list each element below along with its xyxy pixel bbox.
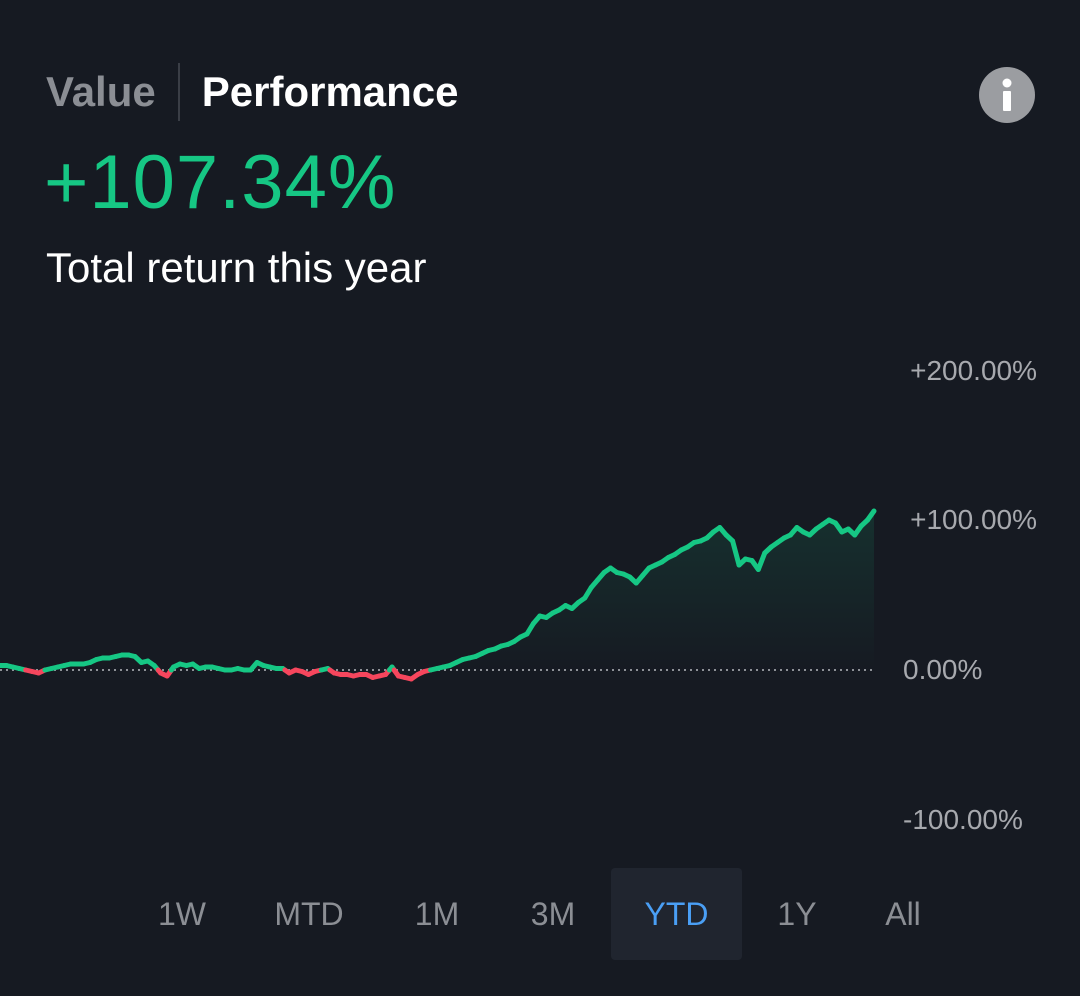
area-fill bbox=[0, 511, 874, 670]
tab-performance[interactable]: Performance bbox=[201, 68, 459, 115]
area-layer bbox=[0, 511, 874, 670]
y-tick-label: +200.00% bbox=[910, 355, 1037, 386]
y-tick-label: 0.00% bbox=[903, 654, 982, 685]
range-all[interactable]: All bbox=[885, 896, 921, 932]
y-tick-label: -100.00% bbox=[903, 804, 1023, 835]
range-mtd[interactable]: MTD bbox=[274, 896, 344, 932]
time-range-selector: 1W MTD 1M 3M YTD 1Y All bbox=[0, 868, 1080, 960]
performance-chart: +200.00% +100.00% 0.00% -100.00% bbox=[0, 355, 1037, 835]
line-layer bbox=[0, 508, 877, 682]
series-line-segment bbox=[865, 508, 877, 523]
view-tabs: Value Performance bbox=[46, 62, 459, 122]
tab-divider bbox=[177, 63, 180, 121]
range-1w[interactable]: 1W bbox=[158, 896, 206, 932]
total-return-value: +107.34% bbox=[44, 140, 397, 225]
range-3m[interactable]: 3M bbox=[530, 896, 576, 932]
tab-value[interactable]: Value bbox=[46, 68, 156, 115]
series-line-segment bbox=[755, 550, 768, 572]
info-icon bbox=[1002, 78, 1012, 111]
info-button[interactable] bbox=[979, 67, 1035, 123]
range-1m[interactable]: 1M bbox=[414, 896, 460, 932]
y-tick-label: +100.00% bbox=[910, 504, 1037, 535]
range-1y[interactable]: 1Y bbox=[777, 896, 817, 932]
series-line-segment bbox=[730, 538, 742, 568]
total-return-caption: Total return this year bbox=[46, 244, 427, 291]
range-ytd[interactable]: YTD bbox=[611, 868, 742, 960]
